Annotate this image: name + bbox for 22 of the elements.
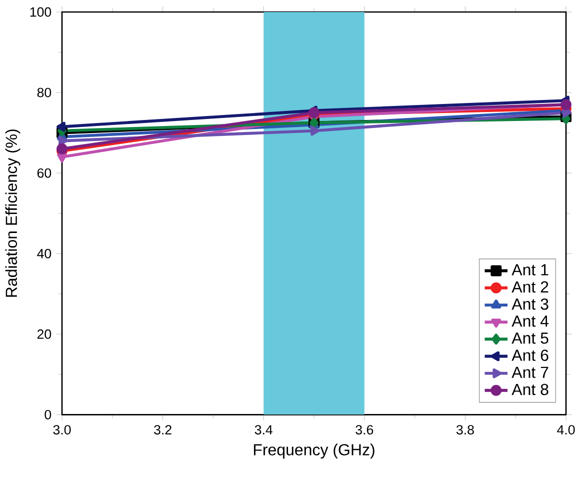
- y-tick-label: 60: [37, 168, 52, 178]
- legend-label: Ant 5: [512, 332, 548, 344]
- legend-label: Ant 1: [512, 264, 548, 276]
- legend-label: Ant 4: [512, 316, 549, 327]
- legend-label: Ant 8: [512, 384, 548, 396]
- legend-label: Ant 3: [512, 298, 548, 310]
- y-axis-title: Radiation Efficiency (%): [5, 130, 20, 297]
- y-tick-label: 20: [37, 329, 52, 339]
- legend-label: Ant 2: [512, 281, 548, 293]
- y-tick-label: 40: [37, 248, 52, 258]
- y-tick-label: 100: [30, 7, 52, 17]
- y-tick-label: 0: [44, 410, 52, 420]
- y-tick-label: 80: [37, 88, 52, 98]
- x-tick-label: 3.8: [456, 425, 474, 435]
- legend-label: Ant 6: [512, 350, 548, 361]
- x-tick-label: 3.4: [254, 425, 272, 435]
- x-tick-label: 4.0: [557, 425, 575, 435]
- x-tick-label: 3.0: [53, 425, 71, 435]
- legend-label: Ant 7: [512, 366, 548, 378]
- x-tick-label: 3.2: [154, 425, 172, 435]
- x-tick-label: 3.6: [356, 425, 374, 435]
- x-axis-title: Frequency (GHz): [254, 444, 374, 459]
